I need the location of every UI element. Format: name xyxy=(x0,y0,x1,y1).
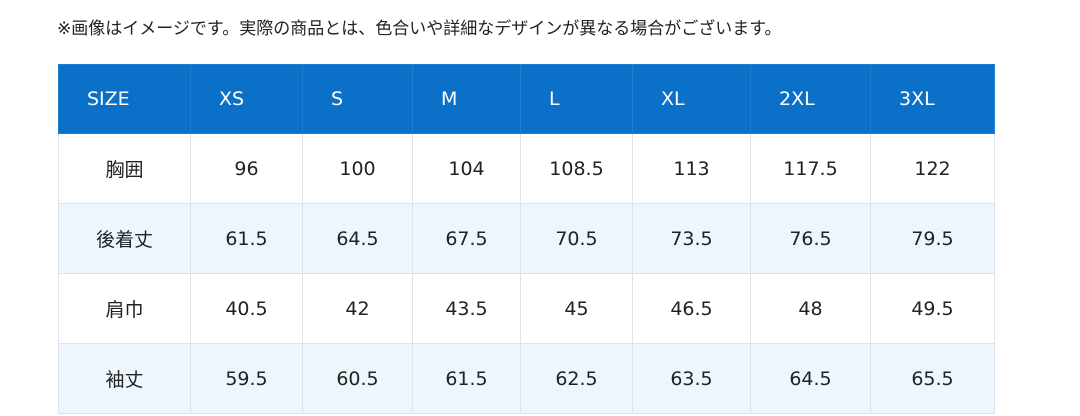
table-cell: 45 xyxy=(520,273,633,344)
table-cell: 64.5 xyxy=(302,203,413,274)
table-row: 袖丈 59.5 60.5 61.5 62.5 63.5 64.5 65.5 xyxy=(58,343,995,414)
header-cell: 2XL xyxy=(750,64,871,134)
table-cell: 40.5 xyxy=(190,273,303,344)
row-label: 後着丈 xyxy=(58,203,191,274)
table-cell: 63.5 xyxy=(632,343,751,414)
table-cell: 108.5 xyxy=(520,133,633,204)
table-row: 肩巾 40.5 42 43.5 45 46.5 48 49.5 xyxy=(58,273,995,344)
row-label: 胸囲 xyxy=(58,133,191,204)
table-cell: 100 xyxy=(302,133,413,204)
table-cell: 70.5 xyxy=(520,203,633,274)
table-cell: 73.5 xyxy=(632,203,751,274)
table-cell: 67.5 xyxy=(412,203,521,274)
table-cell: 65.5 xyxy=(870,343,995,414)
table-cell: 42 xyxy=(302,273,413,344)
table-cell: 61.5 xyxy=(412,343,521,414)
table-cell: 49.5 xyxy=(870,273,995,344)
table-cell: 62.5 xyxy=(520,343,633,414)
table-cell: 61.5 xyxy=(190,203,303,274)
table-cell: 59.5 xyxy=(190,343,303,414)
table-body: 胸囲 96 100 104 108.5 113 117.5 122 後着丈 61.5 64.5 67.… xyxy=(58,133,995,414)
table-cell: 104 xyxy=(412,133,521,204)
table-cell: 117.5 xyxy=(750,133,871,204)
table-cell: 79.5 xyxy=(870,203,995,274)
size-table: SIZE XS S M L XL 2XL 3XL 胸囲 96 100 104 108.5 113 117.… xyxy=(58,64,995,414)
table-row: 胸囲 96 100 104 108.5 113 117.5 122 xyxy=(58,133,995,204)
table-row: 後着丈 61.5 64.5 67.5 70.5 73.5 76.5 79.5 xyxy=(58,203,995,274)
header-cell: S xyxy=(302,64,413,134)
header-cell: M xyxy=(412,64,521,134)
header-cell: SIZE xyxy=(58,64,191,134)
table-cell: 76.5 xyxy=(750,203,871,274)
table-cell: 64.5 xyxy=(750,343,871,414)
header-cell: XS xyxy=(190,64,303,134)
table-cell: 60.5 xyxy=(302,343,413,414)
row-label: 肩巾 xyxy=(58,273,191,344)
row-label: 袖丈 xyxy=(58,343,191,414)
header-cell: 3XL xyxy=(870,64,995,134)
table-cell: 43.5 xyxy=(412,273,521,344)
table-cell: 113 xyxy=(632,133,751,204)
header-row: SIZE XS S M L XL 2XL 3XL xyxy=(58,64,995,134)
table-cell: 46.5 xyxy=(632,273,751,344)
header-cell: L xyxy=(520,64,633,134)
table-cell: 48 xyxy=(750,273,871,344)
table-cell: 96 xyxy=(190,133,303,204)
header-cell: XL xyxy=(632,64,751,134)
note: ※画像はイメージです。実際の商品とは、色合いや詳細なデザインが異なる場合がござい… xyxy=(57,19,782,39)
table-cell: 122 xyxy=(870,133,995,204)
